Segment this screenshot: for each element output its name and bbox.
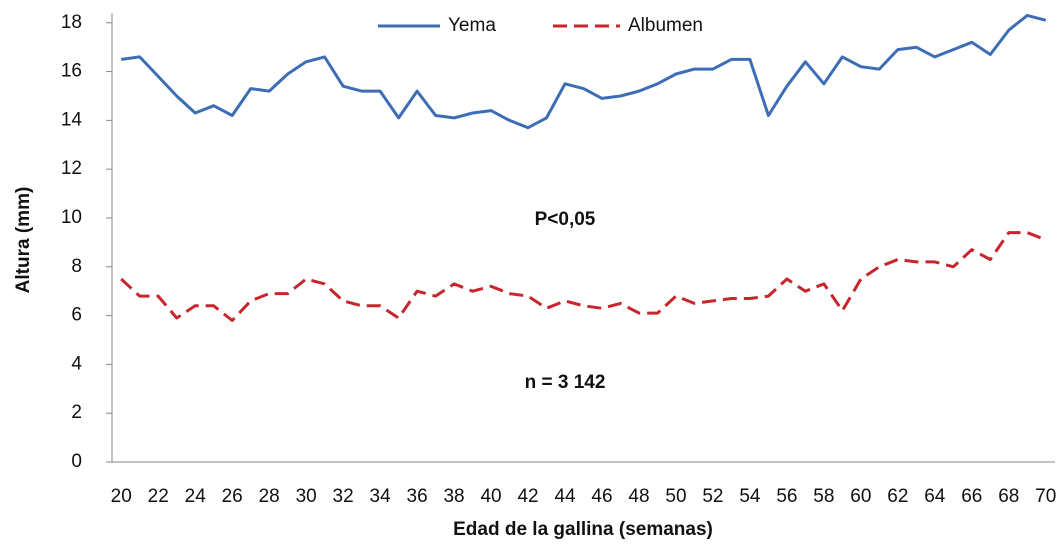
y-tick-label: 18 <box>61 12 82 33</box>
x-tick-label: 64 <box>924 486 946 507</box>
annotation: n = 3 142 <box>525 372 606 393</box>
legend-label: Yema <box>448 15 496 36</box>
x-tick-label: 56 <box>776 486 797 507</box>
x-tick-label: 34 <box>370 486 392 507</box>
x-tick-label: 50 <box>665 486 686 507</box>
y-tick-label: 2 <box>71 402 82 423</box>
x-tick-label: 36 <box>407 486 428 507</box>
x-tick-label: 48 <box>628 486 649 507</box>
x-tick-label: 60 <box>850 486 871 507</box>
data-line <box>120 13 1047 130</box>
x-tick-label: 22 <box>148 486 169 507</box>
y-tick-label: 10 <box>61 207 82 228</box>
x-tick-label: 32 <box>333 486 354 507</box>
data-line <box>120 231 1047 322</box>
x-tick-label: 46 <box>591 486 612 507</box>
y-tick-label: 16 <box>61 61 82 82</box>
x-tick-label: 28 <box>259 486 280 507</box>
y-tick-label: 8 <box>71 256 82 277</box>
x-tick-label: 38 <box>443 486 464 507</box>
x-axis-label: Edad de la gallina (semanas) <box>453 519 713 540</box>
y-tick-label: 0 <box>71 451 82 472</box>
annotation: P<0,05 <box>535 209 596 230</box>
x-tick-label: 42 <box>517 486 538 507</box>
x-tick-label: 26 <box>222 486 243 507</box>
legend-label: Albumen <box>628 15 703 36</box>
x-tick-label: 54 <box>739 486 761 507</box>
y-tick-label: 6 <box>71 305 82 326</box>
x-tick-label: 66 <box>961 486 982 507</box>
x-tick-label: 20 <box>111 486 132 507</box>
x-tick-label: 40 <box>480 486 501 507</box>
x-tick-label: 70 <box>1035 486 1056 507</box>
x-tick-label: 44 <box>554 486 576 507</box>
x-tick-label: 30 <box>296 486 317 507</box>
x-tick-label: 62 <box>887 486 908 507</box>
y-axis-label: Altura (mm) <box>13 187 34 294</box>
x-tick-label: 52 <box>702 486 723 507</box>
x-tick-label: 68 <box>998 486 1019 507</box>
x-tick-label: 24 <box>185 486 207 507</box>
y-tick-label: 4 <box>71 353 82 374</box>
x-tick-label: 58 <box>813 486 834 507</box>
y-tick-label: 14 <box>61 109 83 130</box>
y-tick-label: 12 <box>61 158 82 179</box>
